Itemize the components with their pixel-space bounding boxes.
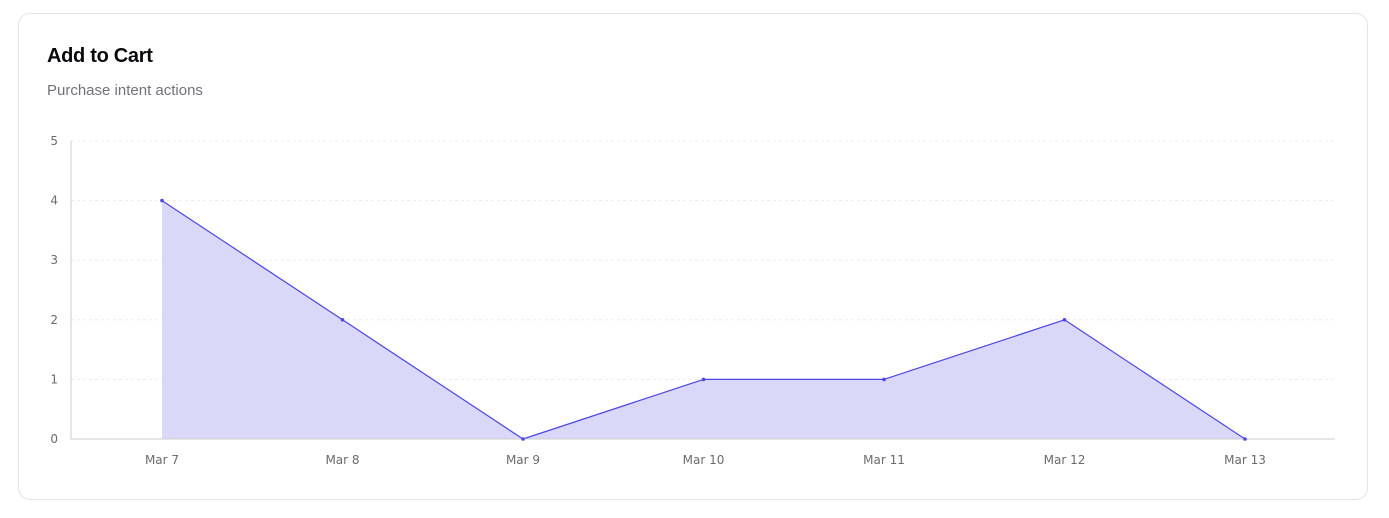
y-tick-label: 4: [50, 194, 58, 208]
axes: [70, 141, 1335, 440]
y-tick-label: 1: [50, 372, 58, 386]
data-point: [340, 318, 345, 322]
x-tick-label: Mar 13: [1224, 453, 1266, 467]
tick-labels: 0 1 2 3 4 5 Mar 7 Mar 8 Mar 9 Mar 10 Mar 11 Mar 12 M…: [50, 134, 1266, 467]
y-tick-label: 2: [50, 313, 58, 327]
data-points: [160, 198, 1247, 441]
data-point: [1062, 318, 1067, 322]
x-tick-label: Mar 9: [506, 453, 540, 467]
y-tick-label: 0: [50, 432, 58, 446]
y-tick-label: 5: [50, 134, 58, 148]
x-tick-label: Mar 7: [145, 453, 179, 467]
data-point: [882, 377, 886, 382]
data-point: [701, 377, 706, 382]
data-point: [521, 437, 525, 441]
x-tick-label: Mar 11: [863, 453, 905, 467]
x-tick-label: Mar 8: [325, 453, 359, 467]
card-title: Add to Cart: [47, 45, 153, 67]
card-subtitle: Purchase intent actions: [47, 82, 203, 99]
data-point: [160, 198, 164, 203]
y-tick-label: 3: [50, 253, 58, 267]
x-tick-label: Mar 12: [1044, 453, 1086, 467]
x-tick-label: Mar 10: [683, 453, 725, 467]
data-point: [1243, 437, 1247, 441]
